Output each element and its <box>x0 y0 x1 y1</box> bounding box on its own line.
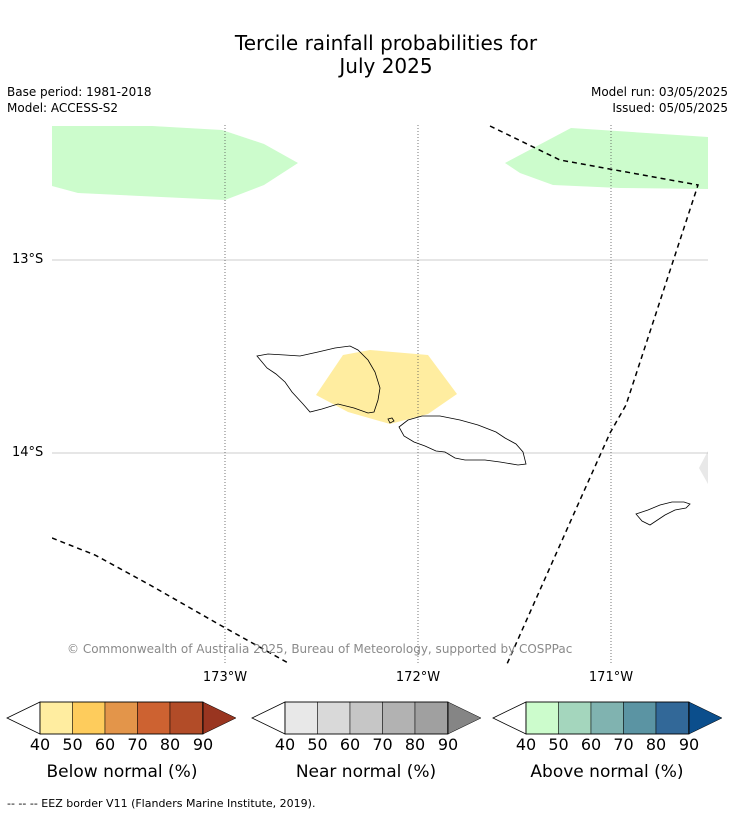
colorbar-tick-label: 40 <box>515 735 537 754</box>
colorbar-tick-label: 80 <box>645 735 667 754</box>
colorbar-tick-label: 80 <box>404 735 426 754</box>
savaii-island-coastline <box>256 345 381 414</box>
near-normal-colorbar-title: Near normal (%) <box>295 762 437 782</box>
near-normal-region-east-edge <box>699 451 708 484</box>
above-normal-colorbar-title: Above normal (%) <box>530 762 684 782</box>
copyright-notice: © Commonwealth of Australia 2025, Bureau… <box>67 642 573 656</box>
colorbar-swatch <box>414 701 448 735</box>
above-normal-colorbar <box>492 701 723 735</box>
model-run-text: Model run: 03/05/2025 <box>590 85 728 99</box>
upolu-island-coastline <box>398 415 527 466</box>
below-normal-colorbar-title: Below normal (%) <box>46 762 198 782</box>
colorbar-high-extension <box>202 701 237 735</box>
colorbar-tick-label: 60 <box>94 735 116 754</box>
eez-border <box>52 537 291 664</box>
apolima-islet-coastline <box>387 417 395 424</box>
colorbar-swatch <box>655 701 689 735</box>
longitude-label: 172°W <box>395 670 441 685</box>
above-normal-region-north-west <box>52 126 298 200</box>
map-title-line-1: Tercile rainfall probabilities for <box>234 31 538 55</box>
colorbar-swatch <box>317 701 351 735</box>
colorbar-tick-label: 80 <box>159 735 181 754</box>
colorbar-swatch <box>349 701 383 735</box>
colorbar-swatch <box>525 701 559 735</box>
colorbar-high-extension <box>447 701 482 735</box>
colorbar-tick-label: 50 <box>548 735 569 754</box>
below-normal-colorbar <box>6 701 237 735</box>
latitude-label: 14°S <box>12 445 44 460</box>
near-normal-colorbar <box>251 701 482 735</box>
base-period-text: Base period: 1981-2018 <box>7 85 152 99</box>
issued-text: Issued: 05/05/2025 <box>612 101 728 115</box>
colorbar-frame <box>284 701 449 735</box>
colorbar-tick-label: 60 <box>580 735 602 754</box>
colorbar-swatch <box>382 701 416 735</box>
colorbar-swatch <box>169 701 203 735</box>
colorbar-tick-label: 40 <box>29 735 51 754</box>
colorbar-low-extension <box>492 701 527 735</box>
eez-border-footnote: -- -- -- EEZ border V11 (Flanders Marine… <box>7 797 316 810</box>
model-text: Model: ACCESS-S2 <box>7 101 119 115</box>
colorbar-tick-label: 90 <box>678 735 700 754</box>
colorbar-swatch <box>590 701 624 735</box>
colorbar-tick-label: 60 <box>339 735 361 754</box>
colorbar-swatch <box>137 701 171 735</box>
colorbar-tick-label: 90 <box>192 735 214 754</box>
colorbar-swatch <box>558 701 592 735</box>
colorbar-tick-label: 50 <box>307 735 328 754</box>
above-normal-region-north-east <box>505 128 708 189</box>
colorbar-frame <box>525 701 690 735</box>
colorbar-high-extension <box>688 701 723 735</box>
latitude-label: 13°S <box>12 252 44 267</box>
colorbar-tick-label: 70 <box>372 735 393 754</box>
colorbar-low-extension <box>6 701 41 735</box>
colorbar-swatch <box>104 701 138 735</box>
tutuila-island-coastline <box>635 501 691 526</box>
colorbar-tick-label: 40 <box>274 735 296 754</box>
colorbar-tick-label: 50 <box>62 735 83 754</box>
longitude-label: 171°W <box>588 670 634 685</box>
colorbar-swatch <box>623 701 657 735</box>
colorbar-low-extension <box>251 701 286 735</box>
colorbar-tick-label: 90 <box>437 735 459 754</box>
colorbar-swatch <box>284 701 318 735</box>
colorbar-frame <box>39 701 204 735</box>
colorbar-tick-label: 70 <box>613 735 634 754</box>
colorbar-swatch <box>39 701 73 735</box>
colorbar-swatch <box>72 701 106 735</box>
eez-border <box>489 125 699 664</box>
map-title-line-2: July 2025 <box>339 54 433 78</box>
colorbar-tick-label: 70 <box>127 735 148 754</box>
below-normal-region-samoa <box>316 350 457 424</box>
longitude-label: 173°W <box>202 670 248 685</box>
